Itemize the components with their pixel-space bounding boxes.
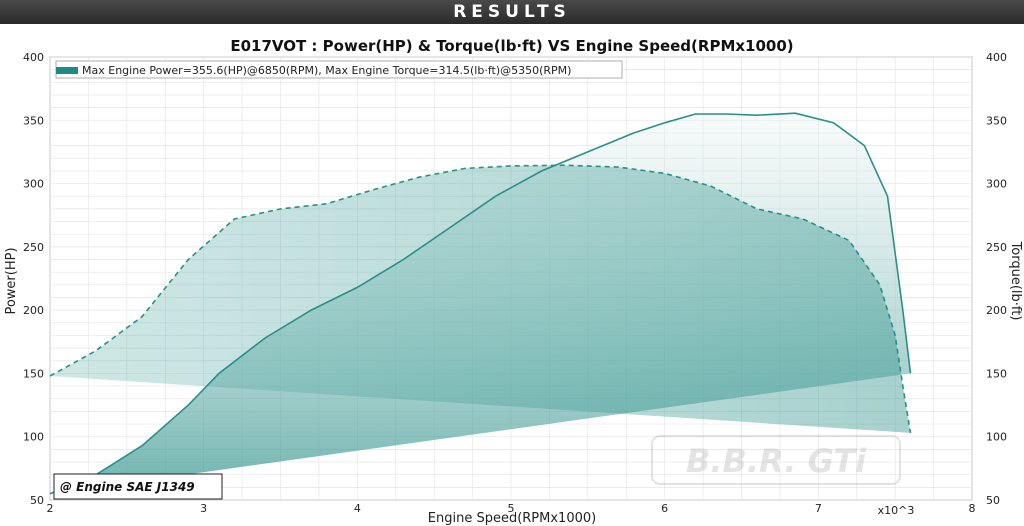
tick-labels: 2 3 4 5 6 7 8 50 50 100 100 150 150 200 200 250 250 300 30… bbox=[23, 51, 1007, 515]
y-tick-label-left: 350 bbox=[23, 114, 44, 127]
y-tick-label-right: 300 bbox=[986, 178, 1007, 191]
x-tick-label: 7 bbox=[815, 502, 822, 515]
y-tick-label-left: 50 bbox=[30, 494, 44, 507]
note-frame bbox=[53, 473, 223, 500]
x-tick-label: 8 bbox=[969, 502, 976, 515]
area-fills bbox=[50, 113, 911, 494]
legend-swatch bbox=[56, 67, 78, 74]
results-header: RESULTS bbox=[0, 0, 1024, 24]
y-tick-label-right: 400 bbox=[986, 51, 1007, 64]
y-axis-right-label: Torque(lb·ft) bbox=[1008, 241, 1023, 321]
y-tick-label-right: 50 bbox=[986, 494, 1000, 507]
note-box: @ Engine SAE J1349 bbox=[53, 473, 223, 500]
torque-area-fill bbox=[50, 165, 911, 433]
watermark-logo: B.B.R. GTi bbox=[651, 435, 901, 485]
y-tick-label-left: 100 bbox=[23, 431, 44, 444]
legend-entry: Max Engine Power=355.6(HP)@6850(RPM), Ma… bbox=[82, 64, 571, 77]
y-tick-label-left: 200 bbox=[23, 304, 44, 317]
y-tick-label-right: 350 bbox=[986, 114, 1007, 127]
x-tick-label: 2 bbox=[47, 502, 54, 515]
x-tick-label: 5 bbox=[508, 502, 515, 515]
y-tick-label-right: 250 bbox=[986, 241, 1007, 254]
y-tick-label-right: 100 bbox=[986, 431, 1007, 444]
y-tick-label-right: 150 bbox=[986, 367, 1007, 380]
y-axis-left-label: Power(HP) bbox=[4, 247, 19, 314]
series-lines bbox=[49, 112, 912, 495]
y-tick-label-left: 400 bbox=[23, 51, 44, 64]
power-curve bbox=[49, 112, 912, 495]
x-multiplier-label: x10^3 bbox=[878, 504, 915, 517]
x-tick-label: 6 bbox=[661, 502, 668, 515]
chart-title: E017VOT : Power(HP) & Torque(lb·ft) VS E… bbox=[230, 37, 793, 55]
power-torque-chart: 2 3 4 5 6 7 8 50 50 100 100 150 150 200 200 250 250 300 30… bbox=[4, 37, 1023, 526]
x-axis-label: Engine Speed(RPMx1000) bbox=[428, 511, 596, 526]
watermark-text: B.B.R. GTi bbox=[686, 442, 867, 480]
y-tick-label-left: 150 bbox=[23, 367, 44, 380]
y-tick-label-right: 200 bbox=[986, 304, 1007, 317]
x-tick-label: 4 bbox=[354, 502, 361, 515]
x-tick-label: 3 bbox=[200, 502, 207, 515]
y-tick-label-left: 300 bbox=[23, 178, 44, 191]
note-text: @ Engine SAE J1349 bbox=[60, 480, 195, 494]
y-tick-label-left: 250 bbox=[23, 241, 44, 254]
legend: Max Engine Power=355.6(HP)@6850(RPM), Ma… bbox=[55, 60, 623, 79]
